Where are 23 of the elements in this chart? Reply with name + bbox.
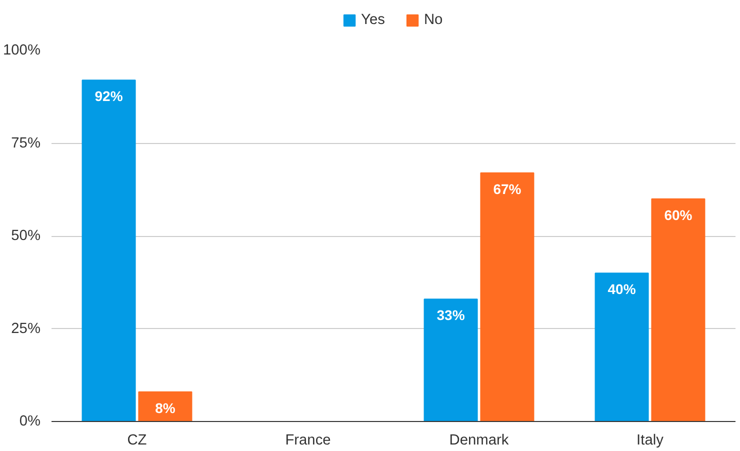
y-tick-label: 0% (19, 414, 41, 430)
data-label: 67% (493, 180, 522, 197)
x-tick-label: CZ (127, 432, 147, 448)
y-tick-label: 50% (11, 228, 41, 244)
bar (480, 172, 534, 422)
x-tick-label: Italy (636, 432, 664, 448)
y-tick-label: 100% (3, 42, 41, 58)
bar (424, 298, 478, 422)
data-label: 8% (155, 400, 176, 416)
bar (82, 80, 136, 422)
y-tick-label: 25% (11, 320, 41, 337)
bar (138, 391, 192, 422)
data-label: 40% (608, 281, 636, 298)
bar (594, 272, 649, 422)
legend-label: No (424, 12, 444, 28)
x-tick-label: France (285, 432, 331, 448)
bar (651, 198, 706, 422)
y-tick-label: 75% (11, 135, 41, 152)
data-label: 92% (94, 88, 124, 104)
legend-label: Yes (361, 12, 385, 28)
data-label: 33% (436, 307, 466, 324)
x-tick-label: Denmark (449, 432, 510, 448)
data-label: 60% (664, 206, 693, 223)
